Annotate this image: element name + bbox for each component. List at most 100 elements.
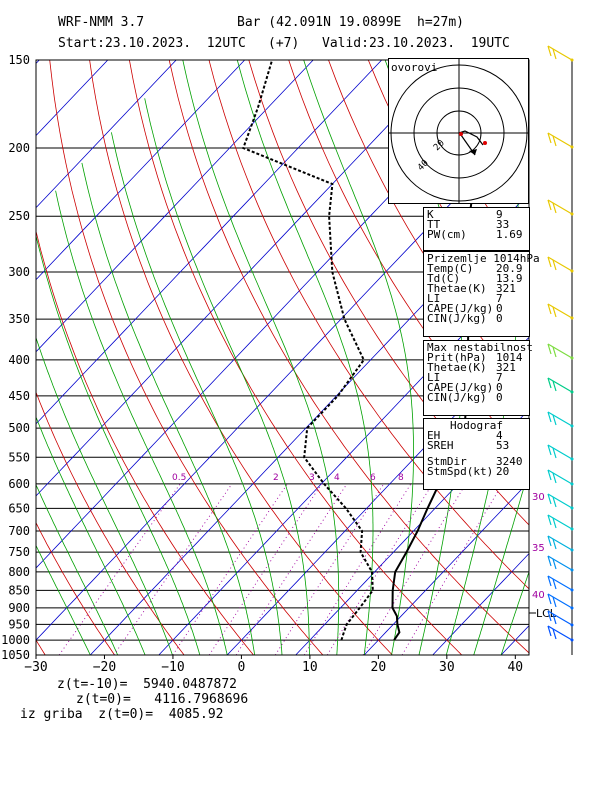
hodograph-inset: 20 40 ovorovi — [388, 58, 529, 204]
temp-tick-label: −10 — [161, 660, 184, 675]
hodograf-row: SREH 53 — [427, 439, 510, 452]
dry-adiabat-line — [89, 60, 393, 655]
hodograph-plot: 20 40 — [389, 59, 528, 203]
mixing-ratio-label: 8 — [398, 473, 404, 483]
footer-z-griba: iz griba z(t=0)= 4085.92 — [20, 707, 224, 722]
wind-barb — [547, 411, 574, 428]
pressure-tick-label: 300 — [8, 265, 30, 279]
isotherm-line — [36, 60, 451, 497]
hodograf-row: StmSpd(kt) 20 — [427, 465, 510, 478]
mixing-ratio-line — [401, 483, 503, 655]
pressure-tick-label: 700 — [8, 524, 30, 538]
wind-barb — [547, 444, 574, 461]
moist-adiabat-line — [36, 483, 119, 655]
pressure-tick-label: 450 — [8, 389, 30, 403]
pressure-tick-label: 1000 — [1, 633, 30, 647]
wind-barb — [547, 377, 574, 394]
wind-barb — [547, 535, 574, 552]
moist-adiabat-line — [36, 233, 201, 655]
wind-barb — [547, 303, 574, 320]
pressure-tick-label: 200 — [8, 141, 30, 155]
surface-row: CIN(J/kg) 0 — [427, 312, 503, 325]
dry-adiabat-line — [129, 60, 463, 655]
isotherm-line — [36, 60, 519, 569]
moist-adiabat-line — [36, 336, 173, 655]
moist-adiabat-line — [236, 60, 374, 655]
index-row: PW(cm) 1.69 — [427, 228, 523, 241]
mixing-ratio-label: 3 — [309, 473, 315, 483]
dewpoint-profile — [242, 60, 374, 641]
moist-adiabat-line — [55, 190, 228, 655]
isotherm-line — [226, 336, 529, 655]
dry-adiabat-line — [36, 391, 185, 655]
mixing-ratio-line — [172, 483, 288, 655]
moist-adiabat-line — [36, 544, 91, 655]
hodograf-row: EH 4 — [427, 429, 503, 442]
mixing-ratio-label: 2 — [273, 473, 279, 483]
dry-adiabat-line — [49, 60, 324, 655]
temp-tick-label: −30 — [24, 660, 47, 675]
lcl-label: LCL — [536, 607, 557, 620]
wind-barb — [547, 575, 574, 592]
max-instability-panel: Max nestabilnost Prit(hPa) 1014 Thetae(K)… — [423, 340, 533, 416]
maxunstable-row: LI 7 — [427, 371, 503, 384]
mixing-ratio-label: 0.5 — [172, 473, 186, 483]
wind-barb — [547, 45, 574, 62]
pressure-tick-label: 750 — [8, 545, 30, 559]
temp-tick-label: 30 — [439, 660, 455, 675]
side-mixing-label: 40 — [532, 590, 545, 601]
hodograf-panel: Hodograf EH 4 SREH 53 StmDir 3240 StmSpd(kt… — [423, 418, 530, 490]
mixing-ratio-line — [235, 483, 348, 655]
wind-barb — [547, 625, 574, 642]
mixing-ratio-line — [362, 483, 467, 655]
isotherm-line — [36, 60, 382, 425]
maxunstable-title: Max nestabilnost — [427, 341, 533, 354]
moist-adiabat-line — [111, 132, 283, 655]
wind-barb — [547, 132, 574, 149]
maxunstable-row: CIN(J/kg) 0 — [427, 391, 503, 404]
valid-time: Valid:23.10.2023. 19UTC — [322, 36, 510, 51]
wind-barb — [547, 343, 574, 360]
mixing-ratio-line — [326, 483, 433, 655]
pressure-tick-label: 500 — [8, 421, 30, 435]
isotherm-line — [570, 60, 600, 655]
footer-z-minus10: z(t=-10)= 5940.0487872 — [57, 677, 238, 692]
dry-adiabat-line — [168, 60, 529, 654]
pressure-tick-label: 350 — [8, 312, 30, 326]
hodograf-row: StmDir 3240 — [427, 455, 523, 468]
temp-tick-label: 40 — [507, 660, 523, 675]
surface-title: Prizemlje 1014hPa — [427, 252, 540, 265]
wind-barb — [547, 256, 574, 273]
moist-adiabat-line — [500, 570, 529, 655]
isotherm-line — [36, 60, 245, 281]
maxunstable-row: Prit(hPa) 1014 — [427, 351, 523, 364]
mixing-ratio-line — [113, 483, 233, 655]
pressure-tick-label: 1050 — [1, 648, 30, 662]
forecast-offset: (+7) — [268, 36, 300, 51]
moist-adiabat-line — [303, 60, 414, 655]
mixing-ratio-label: 6 — [370, 473, 376, 483]
moist-adiabat-line — [36, 416, 146, 655]
mixing-ratio-label: 4 — [334, 473, 340, 483]
mixing-ratio-line — [208, 483, 323, 655]
temp-tick-label: 0 — [238, 660, 246, 675]
surface-row: Temp(C) 20.9 — [427, 262, 523, 275]
surface-row: Thetae(K) 321 — [427, 282, 516, 295]
hodo-ring-label-40: 40 — [416, 158, 431, 173]
wind-barb — [547, 555, 574, 572]
start-time: Start:23.10.2023. 12UTC — [58, 36, 246, 51]
wind-barb — [547, 469, 574, 486]
temp-tick-label: 10 — [302, 660, 318, 675]
surface-panel: Prizemlje 1014hPa Temp(C) 20.9 Td(C) 13.9 … — [423, 251, 540, 337]
hodograph-label: ovorovi — [391, 61, 438, 74]
wind-barb — [547, 199, 574, 216]
maxunstable-row: Thetae(K) 321 — [427, 361, 516, 374]
pressure-tick-label: 600 — [8, 477, 30, 491]
moist-adiabat-line — [182, 60, 340, 655]
surface-row: CAPE(J/kg) 0 — [427, 302, 503, 315]
moist-adiabat-line — [144, 98, 310, 655]
wind-barb — [547, 493, 574, 510]
hodograf-title: Hodograf — [450, 419, 503, 432]
